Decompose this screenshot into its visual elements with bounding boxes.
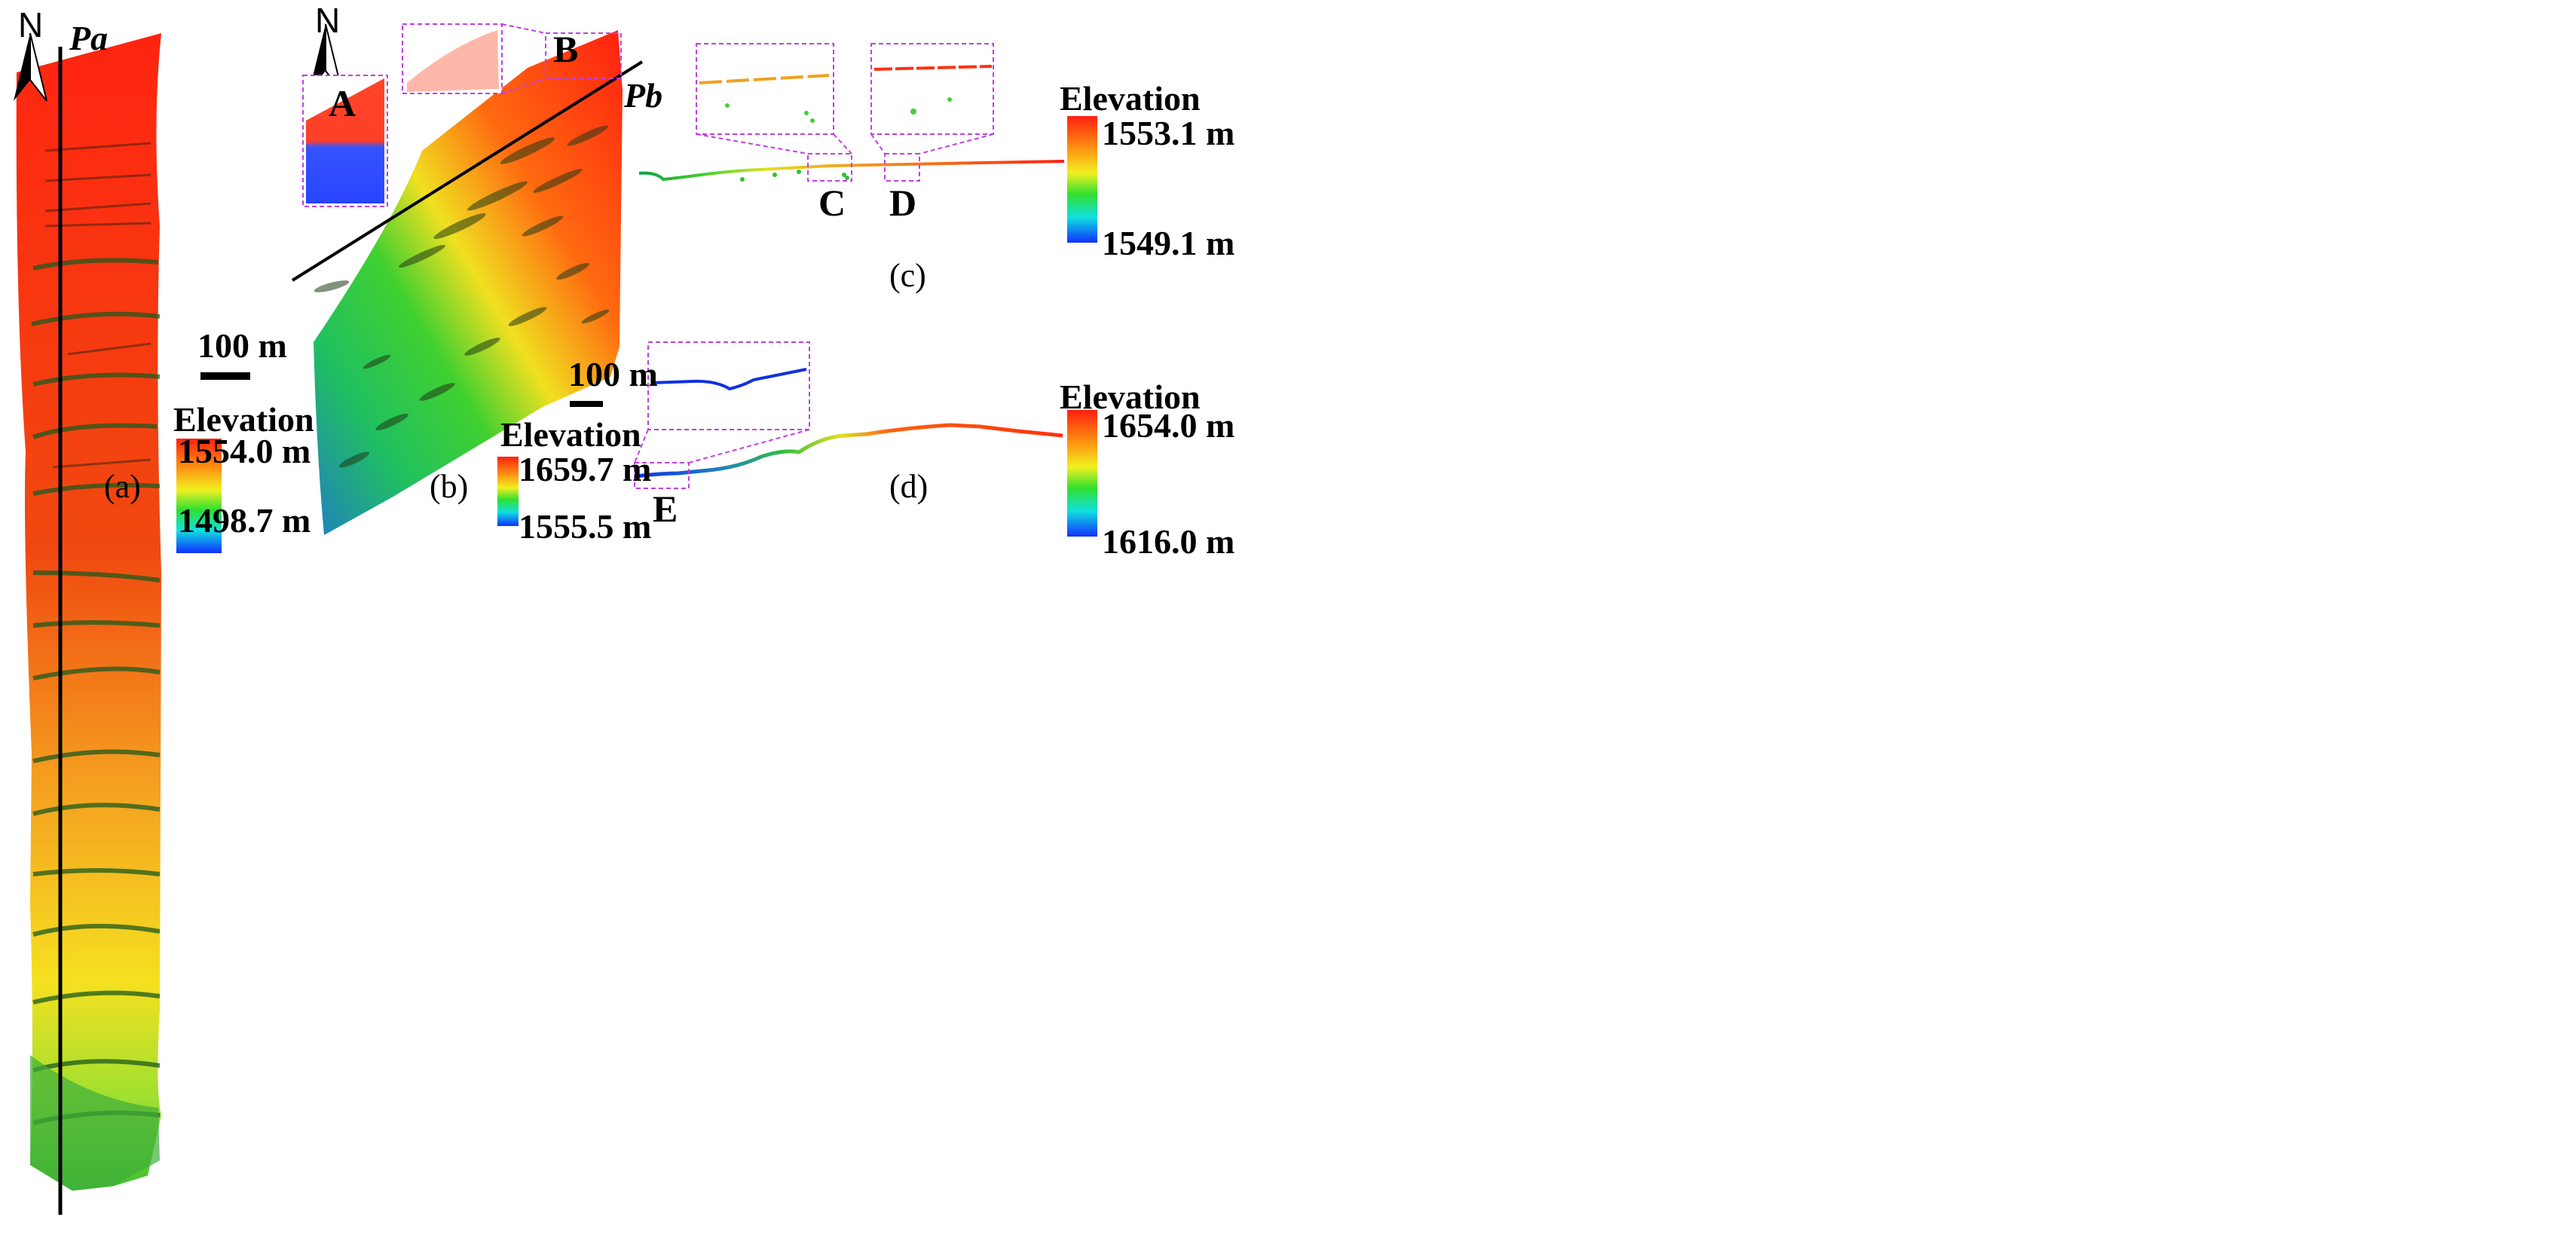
scale-label-a: 100 m	[197, 326, 287, 365]
scale-bar-b-icon	[570, 401, 603, 407]
inset-label-d: D	[889, 182, 917, 224]
legend-max-d: 1654.0 m	[1102, 406, 1235, 445]
legend-min-b: 1555.5 m	[519, 507, 652, 546]
inset-label-e: E	[653, 488, 678, 530]
north-label-a: N	[18, 5, 44, 44]
legend-title-c: Elevation	[1060, 79, 1201, 118]
legend-title-b: Elevation	[500, 415, 641, 454]
legend-title-a: Elevation	[173, 400, 314, 439]
color-ramp-c	[1067, 116, 1097, 243]
profile-label-pb: Pb	[624, 76, 663, 115]
caption-d: (d)	[889, 468, 929, 505]
scale-label-b: 100 m	[568, 355, 658, 393]
color-ramp-a	[176, 439, 222, 553]
legend-min-c: 1549.1 m	[1102, 224, 1235, 262]
inset-label-c: C	[818, 182, 846, 224]
panel-d-profile	[634, 341, 1063, 489]
color-ramp-b	[497, 457, 519, 526]
caption-c: (c)	[889, 257, 926, 294]
inset-label-b: B	[553, 28, 579, 70]
inset-b	[402, 23, 622, 94]
legend-max-b: 1659.7 m	[519, 450, 652, 488]
panel-c-profile	[638, 43, 1065, 182]
inset-a	[302, 75, 388, 207]
legend-min-a: 1498.7 m	[178, 501, 311, 540]
panel-a-terrain	[16, 33, 161, 1215]
inset-label-a: A	[329, 82, 356, 124]
legend-title-d: Elevation	[1060, 378, 1201, 416]
north-label-b: N	[315, 1, 341, 40]
color-ramp-d	[1067, 410, 1097, 537]
north-arrow-icon	[14, 32, 47, 102]
caption-b: (b)	[430, 468, 469, 505]
legend-max-c: 1553.1 m	[1102, 114, 1235, 152]
legend-min-d: 1616.0 m	[1102, 522, 1235, 561]
legend-max-a: 1554.0 m	[178, 432, 311, 470]
panel-b-terrain	[291, 30, 644, 535]
caption-a: (a)	[104, 468, 141, 505]
profile-label-pa: Pa	[69, 19, 109, 57]
scale-bar-a-icon	[200, 372, 250, 380]
